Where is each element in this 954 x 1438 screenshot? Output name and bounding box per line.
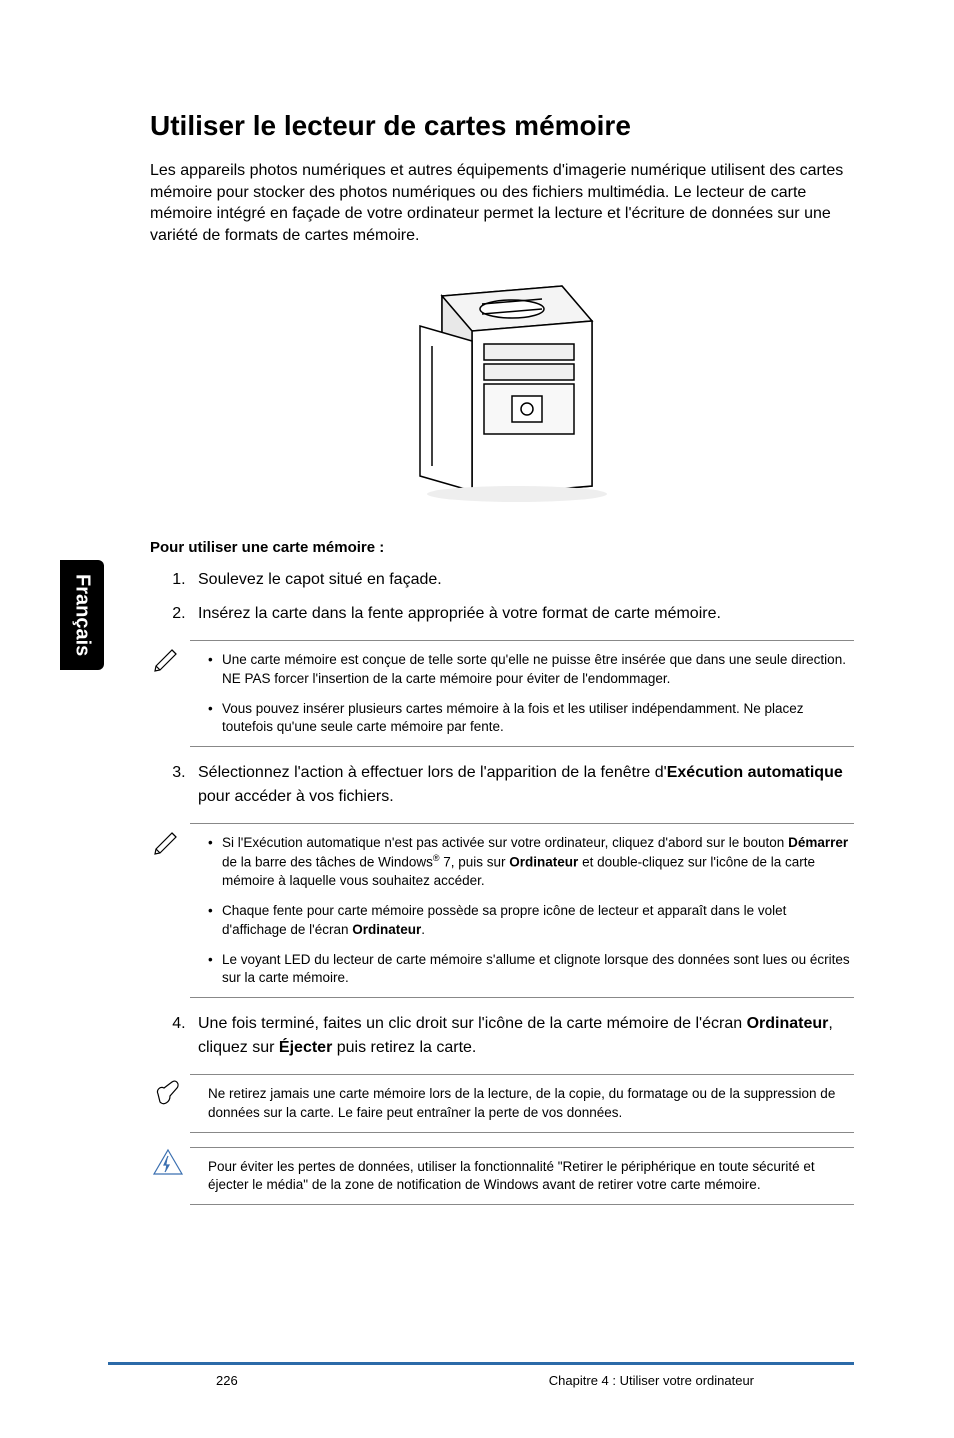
computer-illustration <box>150 266 854 511</box>
note-body: Si l'Exécution automatique n'est pas act… <box>190 823 854 998</box>
note-bold: Ordinateur <box>509 855 578 870</box>
warning-block-2: Pour éviter les pertes de données, utili… <box>150 1147 854 1205</box>
note-body: Une carte mémoire est conçue de telle so… <box>190 640 854 747</box>
procedure-subheading: Pour utiliser une carte mémoire : <box>150 539 854 556</box>
warning-text: Pour éviter les pertes de données, utili… <box>190 1158 854 1194</box>
page-number: 226 <box>216 1373 238 1388</box>
step-text: pour accéder à vos fichiers. <box>198 788 394 805</box>
note-block-2: Si l'Exécution automatique n'est pas act… <box>150 823 854 998</box>
chapter-label: Chapitre 4 : Utiliser votre ordinateur <box>549 1373 754 1388</box>
warning-body: Ne retirez jamais une carte mémoire lors… <box>190 1074 854 1132</box>
note-text: Si l'Exécution automatique n'est pas act… <box>222 835 788 850</box>
note-item: Chaque fente pour carte mémoire possède … <box>208 902 854 938</box>
page-heading: Utiliser le lecteur de cartes mémoire <box>150 110 854 142</box>
language-tab: Français <box>60 560 104 670</box>
note-text: Chaque fente pour carte mémoire possède … <box>222 903 786 936</box>
step-1: Soulevez le capot situé en façade. <box>190 568 854 592</box>
lightning-warning-icon <box>150 1147 190 1188</box>
procedure-list-cont2: Une fois terminé, faites un clic droit s… <box>150 1012 854 1060</box>
step-text: puis retirez la carte. <box>332 1039 476 1056</box>
note-item: Vous pouvez insérer plusieurs cartes mém… <box>208 700 854 736</box>
pencil-note-icon <box>150 640 190 679</box>
step-4: Une fois terminé, faites un clic droit s… <box>190 1012 854 1060</box>
warning-block-1: Ne retirez jamais une carte mémoire lors… <box>150 1074 854 1132</box>
step-3: Sélectionnez l'action à effectuer lors d… <box>190 761 854 809</box>
warning-text: Ne retirez jamais une carte mémoire lors… <box>190 1085 854 1121</box>
warning-body: Pour éviter les pertes de données, utili… <box>190 1147 854 1205</box>
note-text: . <box>421 922 425 937</box>
step-text: Sélectionnez l'action à effectuer lors d… <box>198 764 667 781</box>
pencil-note-icon <box>150 823 190 862</box>
note-text: 7, puis sur <box>440 855 510 870</box>
step-bold: Ordinateur <box>747 1015 829 1032</box>
registered-mark: ® <box>433 853 440 863</box>
note-bold: Démarrer <box>788 835 848 850</box>
note-item: Si l'Exécution automatique n'est pas act… <box>208 834 854 890</box>
note-item: Le voyant LED du lecteur de carte mémoir… <box>208 951 854 987</box>
note-text: de la barre des tâches de Windows <box>222 855 433 870</box>
step-bold: Exécution automatique <box>667 764 843 781</box>
step-2: Insérez la carte dans la fente approprié… <box>190 602 854 626</box>
hand-warning-icon <box>150 1074 190 1115</box>
page-footer: 226 Chapitre 4 : Utiliser votre ordinate… <box>108 1362 854 1388</box>
note-bold: Ordinateur <box>352 922 421 937</box>
step-text: Une fois terminé, faites un clic droit s… <box>198 1015 747 1032</box>
intro-paragraph: Les appareils photos numériques et autre… <box>150 160 854 246</box>
procedure-list-cont: Sélectionnez l'action à effectuer lors d… <box>150 761 854 809</box>
document-page: Français Utiliser le lecteur de cartes m… <box>0 0 954 1438</box>
note-block-1: Une carte mémoire est conçue de telle so… <box>150 640 854 747</box>
procedure-list: Soulevez le capot situé en façade. Insér… <box>150 568 854 626</box>
note-item: Une carte mémoire est conçue de telle so… <box>208 651 854 687</box>
step-bold: Éjecter <box>279 1039 332 1056</box>
